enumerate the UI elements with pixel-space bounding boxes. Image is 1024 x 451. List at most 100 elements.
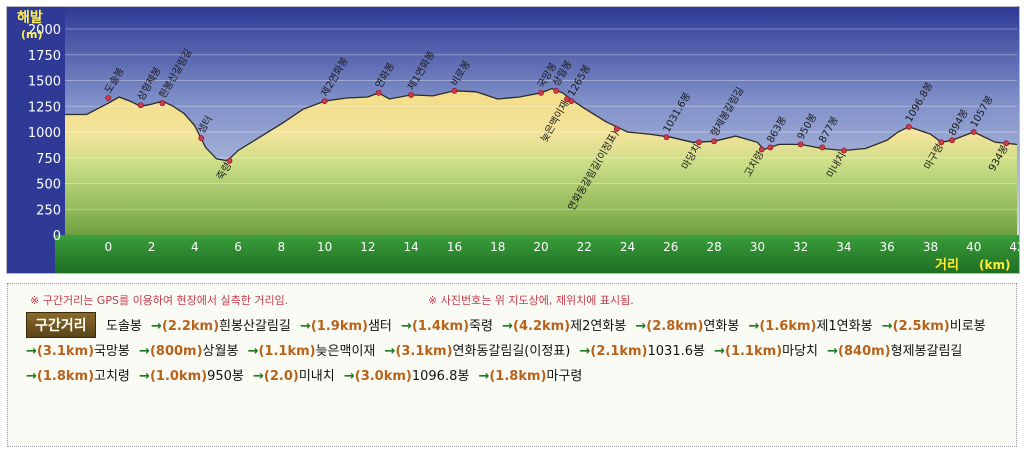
peak-marker [819, 144, 826, 151]
elevation-chart: 0 250 500 750 1000 1250 1500 1750 2000 0 2 4 6 8 10 12 1… [6, 6, 1020, 274]
segment-item: →(2.5km)비로봉 [882, 319, 986, 334]
segment-distance: (3.1km) [395, 344, 453, 359]
gps-note: ※ 구간거리는 GPS를 이용하여 현장에서 실측한 거리임. [30, 294, 289, 307]
segment-name: 비로봉 [949, 319, 986, 334]
x-tick-label: 24 [620, 240, 635, 254]
segment-item: →(1.8km)고치령 [26, 369, 130, 384]
peak-marker [1003, 140, 1010, 147]
arrow-icon: → [299, 319, 311, 334]
y-tick-label: 0 [53, 229, 61, 244]
peak-marker [375, 89, 382, 96]
x-tick-label: 26 [663, 240, 678, 254]
x-tick-label: 0 [104, 240, 112, 254]
segment-distance: (2.0) [263, 369, 299, 384]
segment-item: →(2.1km)1031.6봉 [579, 344, 704, 359]
x-tick-label: 28 [706, 240, 721, 254]
arrow-icon: → [151, 319, 162, 334]
segment-item: →(1.1km)늦은맥이재 [248, 344, 376, 359]
x-tick-label: 36 [880, 240, 895, 254]
arrow-icon: → [579, 344, 591, 359]
x-tick-label: 4 [191, 240, 199, 254]
arrow-icon: → [881, 319, 893, 334]
x-axis-title: 거리 [935, 257, 959, 273]
arrow-icon: → [748, 319, 760, 334]
segment-distance: (2.8km) [646, 319, 704, 334]
elevation-line [65, 88, 1018, 162]
arrow-icon: → [252, 369, 264, 384]
segment-name: 흰봉산갈림길 [219, 319, 291, 334]
arrow-icon: → [635, 319, 647, 334]
y-tick-label: 750 [36, 152, 61, 167]
segment-distance: (1.9km) [310, 319, 368, 334]
segment-name: 제1연화봉 [816, 319, 873, 334]
x-tick-label: 14 [404, 240, 419, 254]
peak-marker [949, 137, 955, 144]
segment-distance: (1.1km) [725, 344, 783, 359]
segment-distance: (3.0km) [354, 369, 412, 384]
segment-list: 도솔봉 →(2.2km)흰봉산갈림길 →(1.9km)샘터 →(1.4km)죽령… [26, 314, 1001, 389]
segment-name: 형제봉갈림길 [890, 344, 963, 359]
x-tick-label: 8 [278, 240, 286, 254]
segment-distance: (800m) [149, 344, 203, 359]
arrow-icon: → [343, 369, 355, 384]
x-tick-label: 12 [360, 240, 375, 254]
peak-marker [137, 102, 144, 109]
arrow-icon: → [384, 344, 396, 359]
peak-marker [613, 126, 620, 132]
peak-marker [970, 129, 977, 135]
segment-name: 제2연화봉 [570, 319, 627, 334]
segment-name: 샘터 [367, 319, 392, 334]
x-tick-label: 32 [793, 240, 808, 254]
arrow-icon: → [714, 344, 725, 359]
arrow-icon: → [247, 344, 259, 359]
segment-item: →(3.1km)국망봉 [26, 344, 130, 359]
arrow-icon: → [401, 319, 412, 334]
peak-marker [451, 87, 458, 94]
elevation-area [65, 88, 1017, 235]
x-tick-label: 38 [923, 240, 938, 254]
y-axis-title: 해발 [17, 9, 43, 26]
segment-distance: (2.1km) [590, 344, 648, 359]
segment-item: →(1.9km)샘터 [300, 319, 392, 334]
segment-item: →(1.6km)제1연화봉 [748, 319, 872, 334]
segment-name: 연화동갈림길(이정표) [452, 344, 571, 359]
peak-marker [938, 139, 945, 146]
photo-note: ※ 사진번호는 위 지도상에, 제위치에 표시됨. [428, 294, 634, 307]
segment-item: →(1.1km)마당치 [714, 344, 818, 359]
segment-name: 미내치 [298, 369, 335, 384]
arrow-icon: → [26, 344, 37, 359]
segment-distance: (1.1km) [258, 344, 316, 359]
arrow-icon: → [478, 369, 490, 384]
peak-marker [767, 144, 774, 151]
y-tick-label: 2000 [28, 23, 61, 38]
segment-distance: (840m) [838, 344, 891, 359]
peak-marker [758, 146, 765, 153]
segment-distance: (4.2km) [513, 319, 571, 334]
peak-marker [663, 134, 670, 141]
peak-marker [226, 157, 233, 164]
segment-distance: (1.6km) [759, 319, 817, 334]
segment-name: 1031.6봉 [647, 344, 705, 359]
x-tick-label: 34 [836, 240, 851, 254]
segment-distance: (2.5km) [892, 319, 950, 334]
x-tick-label: 18 [490, 240, 505, 254]
segment-name: 950봉 [207, 369, 244, 384]
segment-distance: (1.8km) [36, 369, 95, 384]
y-tick-label: 1000 [28, 126, 61, 141]
segment-item: →(2.8km)연화봉 [635, 319, 739, 334]
arrow-icon: → [502, 319, 514, 334]
x-tick-label: 20 [533, 240, 548, 254]
peak-marker [198, 135, 205, 142]
peak-marker [159, 100, 166, 107]
segment-item: →(800m)상월봉 [139, 344, 238, 359]
segment-name: 국망봉 [94, 344, 130, 359]
segment-name: 마구령 [546, 369, 583, 384]
x-tick-label: 6 [234, 240, 242, 254]
x-tick-label: 40 [966, 240, 981, 254]
y-tick-label: 500 [36, 178, 61, 193]
peak-marker [538, 89, 544, 96]
arrow-icon: → [827, 344, 839, 359]
segment-name: 죽령 [469, 319, 493, 334]
segment-item: →(3.0km)1096.8봉 [344, 369, 469, 384]
segment-item: →(840m)형제봉갈림길 [827, 344, 962, 359]
